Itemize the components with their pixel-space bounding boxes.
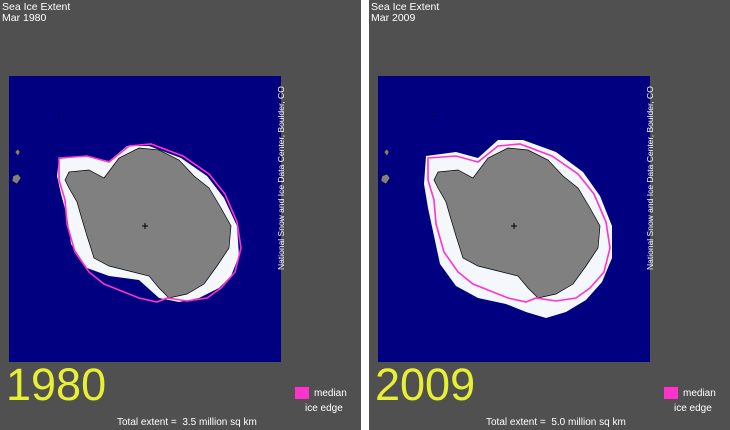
panel-1980: Sea Ice Extent Mar 1980 National Snow an… (0, 0, 361, 430)
sea-ice-map (9, 76, 281, 362)
antarctica-map-svg (378, 76, 650, 362)
year-label: 1980 (6, 359, 107, 410)
south-pole-marker (142, 223, 148, 229)
panel-divider (361, 0, 369, 430)
panel-2009: Sea Ice Extent Mar 2009 National Snow an… (369, 0, 730, 430)
total-extent: Total extent = 5.0 million sq km (486, 417, 626, 428)
data-credit: National Snow and Ice Data Center, Bould… (276, 86, 286, 270)
legend-line-2: ice edge (674, 403, 712, 414)
median-ice-edge-line (58, 143, 242, 303)
legend-line-2: ice edge (305, 403, 343, 414)
total-extent-label: Total extent = (486, 417, 546, 428)
total-extent-label: Total extent = (117, 417, 177, 428)
legend-line-1: median (683, 388, 716, 399)
legend-line-1: median (314, 388, 347, 399)
title-line-1: Sea Ice Extent (371, 1, 440, 13)
data-credit: National Snow and Ice Data Center, Bould… (645, 86, 655, 270)
panel-title: Sea Ice Extent Mar 1980 (2, 2, 70, 24)
median-legend-swatch (664, 387, 678, 399)
total-extent-value: 5.0 million sq km (551, 417, 626, 428)
small-island-marker (63, 115, 65, 117)
island-landmass (11, 148, 22, 185)
small-island-marker (432, 115, 434, 117)
median-ice-edge-line (427, 143, 611, 303)
island-landmass (380, 148, 391, 185)
antarctica-landmass (433, 147, 601, 299)
title-line-2: Mar 1980 (2, 12, 47, 24)
title-line-1: Sea Ice Extent (2, 1, 71, 13)
total-extent-value: 3.5 million sq km (182, 417, 257, 428)
antarctica-landmass (64, 147, 232, 299)
title-line-2: Mar 2009 (371, 12, 416, 24)
median-legend-swatch (295, 387, 309, 399)
total-extent: Total extent = 3.5 million sq km (117, 417, 257, 428)
panel-title: Sea Ice Extent Mar 2009 (371, 2, 439, 24)
sea-ice-map (378, 76, 650, 362)
antarctica-map-svg (9, 76, 281, 362)
south-pole-marker (511, 223, 517, 229)
year-label: 2009 (375, 359, 476, 410)
